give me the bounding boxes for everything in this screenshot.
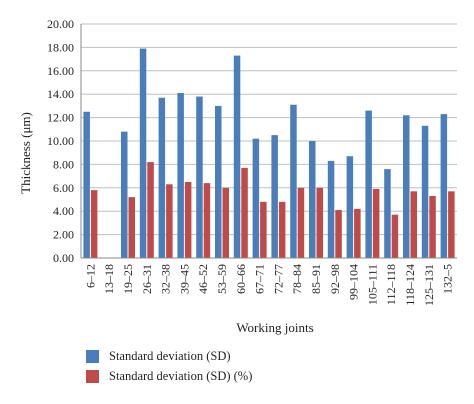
legend-item: Standard deviation (SD) (%) (86, 366, 252, 386)
x-tick-label: 92–98 (328, 264, 342, 294)
bar-sd (365, 110, 372, 258)
bar-sd (196, 96, 203, 258)
legend-swatch-sd-percent (86, 369, 99, 383)
bar-sd (271, 135, 278, 258)
y-tick-label: 16.00 (47, 64, 74, 78)
gridlines (81, 23, 457, 236)
bar-sd-percent (410, 191, 417, 258)
x-tick-label: 13–18 (102, 264, 116, 294)
x-tick-label: 60–66 (234, 264, 248, 294)
bar-sd-percent (147, 162, 154, 258)
x-tick-label: 53–59 (215, 264, 229, 294)
bar-sd-percent (448, 191, 455, 258)
y-tick-label: 20.00 (47, 17, 74, 31)
y-tick-label: 4.00 (53, 204, 74, 218)
bar-sd-percent (184, 181, 192, 258)
bar-sd-percent (222, 187, 229, 258)
x-tick-label: 118–124 (403, 264, 417, 306)
x-tick-label: 85–91 (309, 264, 323, 294)
bar-sd-percent (90, 190, 98, 258)
y-tick-label: 12.00 (47, 111, 74, 125)
x-tick-label: 26–31 (140, 264, 154, 294)
y-tick-label: 0.00 (53, 251, 74, 265)
bar-sd (309, 141, 316, 258)
y-tick-label: 6.00 (53, 181, 74, 195)
bar-sd (346, 156, 354, 258)
bar-sd (121, 131, 128, 258)
bar-sd-percent (429, 195, 436, 258)
bar-sd-percent (203, 183, 211, 258)
bars (83, 48, 455, 259)
x-tick-label: 99–104 (347, 264, 361, 300)
bar-sd (177, 93, 184, 258)
x-tick-labels: 6–12 13–18 19–25 26–31 32–38 39–45 46–52 53–59 6… (83, 264, 454, 306)
x-tick-label: 112–118 (384, 264, 398, 305)
bar-sd (139, 48, 147, 258)
bar-sd (252, 138, 260, 258)
legend-label-sd-percent: Standard deviation (SD) (%) (109, 368, 253, 383)
x-tick-label: 132–5 (441, 264, 455, 294)
bar-sd (384, 169, 391, 258)
bar-sd-percent (128, 197, 135, 258)
bar-sd-percent (278, 201, 286, 258)
bar-sd (421, 125, 429, 258)
y-tick-labels: 0.00 2.00 4.00 6.00 8.00 10.00 12.00 14.00 16.00… (47, 17, 74, 265)
bar-sd (233, 55, 241, 259)
bar-sd-percent (391, 214, 399, 258)
bar-sd-percent (316, 187, 323, 258)
bar-sd-percent (166, 184, 173, 258)
y-tick-label: 8.00 (53, 157, 74, 171)
bar-sd (158, 97, 166, 259)
x-tick-label: 67–71 (253, 264, 267, 294)
x-tick-label: 72–77 (271, 264, 285, 294)
y-tick-label: 10.00 (47, 134, 74, 148)
y-tick-label: 2.00 (53, 228, 74, 242)
x-tick-label: 19–25 (121, 264, 135, 294)
x-tick-label: 6–12 (83, 264, 97, 288)
bar-sd (440, 114, 448, 258)
legend-swatch-sd (86, 349, 99, 363)
bar-sd-percent (335, 210, 342, 258)
x-tick-label: 46–52 (196, 264, 210, 294)
bar-sd-percent (260, 201, 267, 258)
x-tick-label: 39–45 (177, 264, 191, 294)
y-tick-label: 18.00 (47, 40, 74, 54)
x-tick-label: 105–111 (365, 264, 379, 305)
bar-sd-percent (372, 188, 380, 258)
bar-sd (403, 115, 410, 258)
legend: Standard deviation (SD) Standard deviati… (86, 346, 252, 386)
bar-sd (327, 160, 335, 258)
y-axis-title: Thickness (μm) (18, 112, 33, 194)
x-tick-label: 125–131 (422, 264, 436, 306)
bar-sd (215, 105, 222, 259)
x-tick-label: 32–38 (159, 264, 173, 294)
bar-sd-percent (297, 187, 305, 258)
legend-item: Standard deviation (SD) (86, 346, 252, 366)
x-tick-label: 78–84 (290, 264, 304, 294)
bar-sd-percent (354, 208, 361, 258)
legend-label-sd: Standard deviation (SD) (109, 348, 231, 363)
bar-sd (83, 111, 90, 258)
bar-sd (290, 104, 297, 258)
bar-sd-percent (241, 167, 248, 258)
x-axis-title: Working joints (236, 320, 313, 335)
y-tick-label: 14.00 (47, 87, 74, 101)
